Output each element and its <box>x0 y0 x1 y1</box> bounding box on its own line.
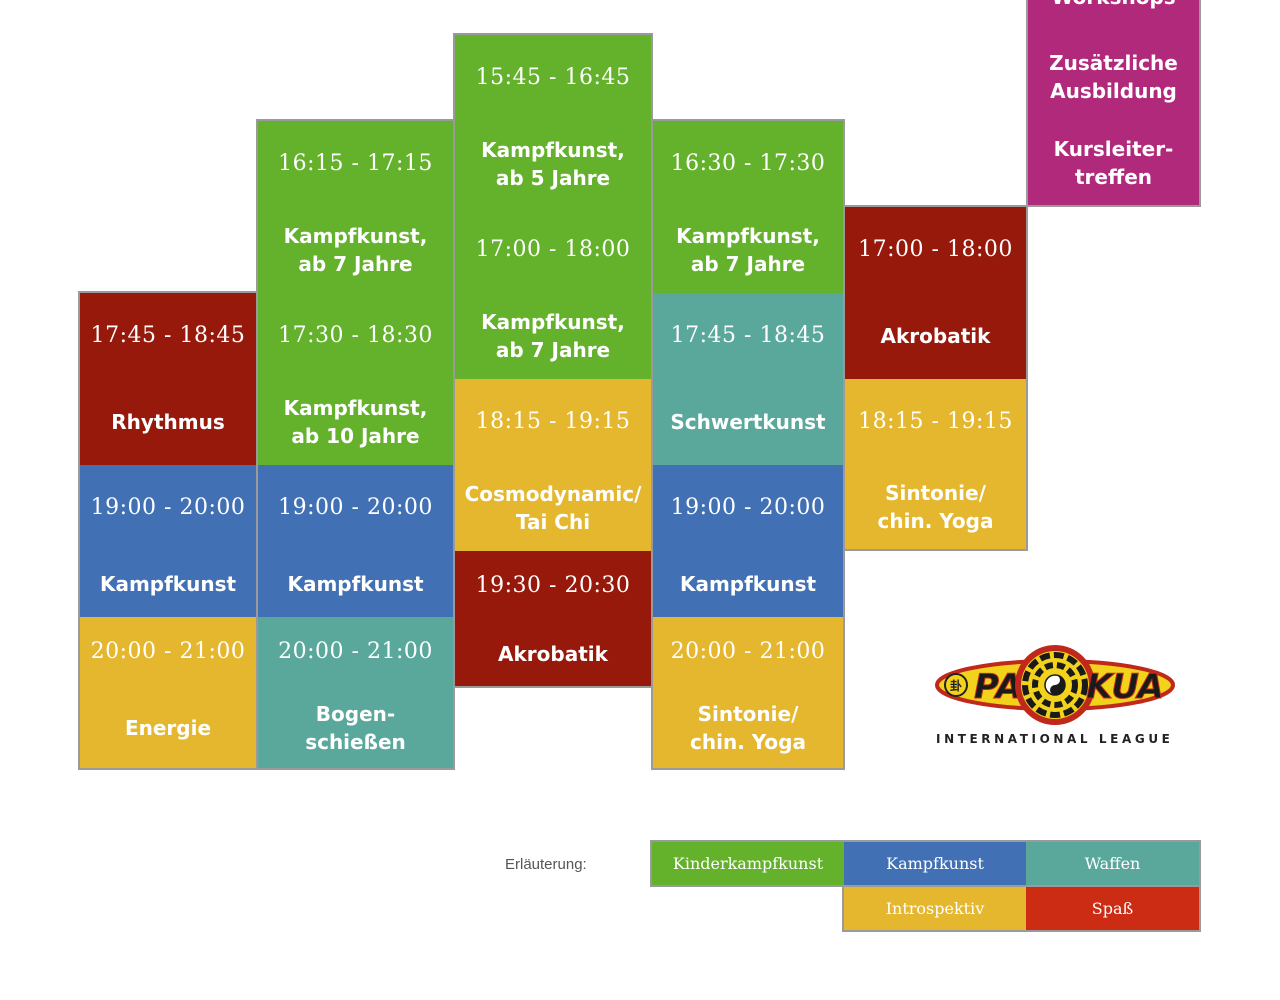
svg-text:卦: 卦 <box>950 678 962 693</box>
col4-kampfkunst-time: 19:00 - 20:00 <box>653 465 843 551</box>
col3-kinder5-title: Kampfkunst, ab 5 Jahre <box>455 121 651 207</box>
col4-kinder7-title: Kampfkunst, ab 7 Jahre <box>653 207 843 293</box>
cosmodynamic-time: 18:15 - 19:15 <box>455 379 651 465</box>
col2-kinder7-title: Kampfkunst, ab 7 Jahre <box>258 207 453 293</box>
bagua-trigram-icon: 卦 PA KUA <box>935 645 1175 725</box>
legend-kampfkunst: Kampfkunst <box>844 842 1026 885</box>
cosmodynamic-title: Cosmodynamic/ Tai Chi <box>455 465 651 551</box>
legend-border-bottom <box>842 885 1201 932</box>
kursleiter-title: Kursleiter- treffen <box>1028 120 1199 205</box>
energie-title: Energie <box>80 687 256 768</box>
col4-kinder7-time: 16:30 - 17:30 <box>653 121 843 207</box>
logo-caption: INTERNATIONAL LEAGUE <box>936 732 1174 746</box>
col2-kinder10-title: Kampfkunst, ab 10 Jahre <box>258 379 453 465</box>
svg-text:KUA: KUA <box>1086 667 1164 707</box>
col1-kampfkunst-time: 19:00 - 20:00 <box>80 465 256 551</box>
col4-kampfkunst-title: Kampfkunst <box>653 551 843 617</box>
col3-akrobatik-title: Akrobatik <box>455 621 651 686</box>
col5-akrobatik-title: Akrobatik <box>845 293 1026 379</box>
svg-text:PA: PA <box>974 667 1022 707</box>
rhythmus-title: Rhythmus <box>80 379 256 465</box>
schwertkunst-title: Schwertkunst <box>653 379 843 465</box>
legend-waffen: Waffen <box>1026 842 1199 885</box>
schwertkunst-time: 17:45 - 18:45 <box>653 293 843 379</box>
col5-sintonie-title: Sintonie/ chin. Yoga <box>845 465 1026 549</box>
col4-sintonie-time: 20:00 - 21:00 <box>653 617 843 687</box>
energie-time: 20:00 - 21:00 <box>80 617 256 687</box>
legend-introspektiv: Introspektiv <box>844 887 1026 930</box>
column-6-border <box>1026 0 1201 207</box>
col3-kinder7-time: 17:00 - 18:00 <box>455 207 651 293</box>
bogen-time: 20:00 - 21:00 <box>258 617 453 687</box>
col2-kinder7-time: 16:15 - 17:15 <box>258 121 453 207</box>
pakua-logo: 卦 PA KUA <box>930 640 1180 755</box>
col2-kampfkunst-time: 19:00 - 20:00 <box>258 465 453 551</box>
col1-kampfkunst-title: Kampfkunst <box>80 551 256 617</box>
legend-spass: Spaß <box>1026 887 1199 930</box>
col4-sintonie-title: Sintonie/ chin. Yoga <box>653 687 843 768</box>
col2-kinder10-time: 17:30 - 18:30 <box>258 293 453 379</box>
ausbildung-title: Zusätzliche Ausbildung <box>1028 34 1199 120</box>
column-5-border <box>843 205 1028 551</box>
workshops-title: Workshops <box>1028 0 1199 34</box>
col2-kampfkunst-title: Kampfkunst <box>258 551 453 617</box>
col5-sintonie-time: 18:15 - 19:15 <box>845 379 1026 465</box>
col5-akrobatik-time: 17:00 - 18:00 <box>845 207 1026 293</box>
col3-akrobatik-time: 19:30 - 20:30 <box>455 551 651 621</box>
bogen-title: Bogen- schießen <box>258 687 453 768</box>
col3-kinder7-title: Kampfkunst, ab 7 Jahre <box>455 293 651 379</box>
legend-label: Erläuterung: <box>505 856 587 873</box>
col3-kinder5-time: 15:45 - 16:45 <box>455 35 651 121</box>
rhythmus-time: 17:45 - 18:45 <box>80 293 256 379</box>
legend-kinderkampfkunst: Kinderkampfkunst <box>652 842 844 885</box>
